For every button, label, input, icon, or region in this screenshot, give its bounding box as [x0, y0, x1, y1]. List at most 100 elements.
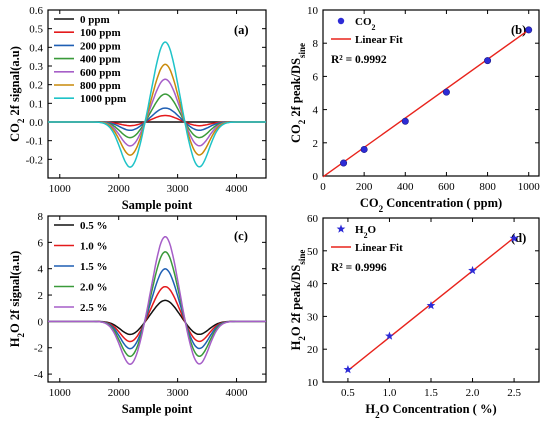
legend-label: 0.5 %	[80, 220, 108, 232]
x-tick-label: 3000	[167, 387, 190, 399]
data-point	[343, 364, 353, 374]
legend-label: 2.5 %	[80, 302, 108, 314]
legend-label: 0 ppm	[80, 14, 110, 26]
data-point	[525, 26, 533, 34]
panel-c: 1000 2000 3000 4000 -4 -2 0 2 4 6 8 Sample point H2O…	[8, 211, 267, 416]
x-tick-label: 4000	[226, 387, 249, 399]
y-tick-label: 60	[307, 213, 319, 225]
x-axis-label: Sample point	[122, 198, 193, 212]
series-line-5	[48, 236, 266, 365]
x-tick-label: 0.5	[341, 387, 355, 399]
legend-label: 400 ppm	[80, 54, 121, 66]
y-tick-label: 0.0	[29, 117, 43, 129]
y-tick-label: 0.5	[29, 24, 43, 36]
data-point	[468, 265, 477, 275]
legend-label: 1.0 %	[80, 241, 108, 253]
plot-frame	[47, 215, 267, 383]
y-tick-label: 0	[313, 171, 319, 183]
legend-label: 600 ppm	[80, 67, 121, 79]
y-tick-label: 6	[313, 71, 319, 83]
x-tick-label: 1.0	[383, 387, 397, 399]
panel-a: 1000 2000 3000 4000 -0.2 -0.1 0.0 0.1 0.2 0.3 0.4 0…	[8, 5, 267, 212]
x-tick-label: 800	[479, 181, 496, 193]
y-tick-label: 6	[38, 237, 44, 249]
series-line-2	[48, 114, 266, 127]
y-tick-label: 50	[307, 246, 319, 258]
plot-frame	[47, 9, 267, 179]
plot-frame	[322, 9, 540, 177]
y-tick-label: 30	[307, 311, 319, 323]
fit-line	[322, 29, 530, 178]
series-lines	[48, 41, 266, 168]
data-point	[401, 117, 409, 125]
plot-frame	[322, 217, 540, 383]
series-lines	[48, 236, 266, 365]
y-axis-label: CO2 2f signal(a.u)	[8, 46, 26, 142]
y-tick-label: 10	[307, 5, 319, 17]
y-tick-label: 10	[307, 377, 319, 389]
y-tick-label: 8	[313, 38, 319, 50]
legend-label: 100 ppm	[80, 27, 121, 39]
y-tick-label: 0.1	[29, 98, 43, 110]
y-axis-label: H2O 2f peak/DSsine	[289, 250, 307, 351]
legend-label: 200 ppm	[80, 40, 121, 52]
x-axis-label: H2O Concentration ( %)	[365, 402, 496, 420]
legend-label: Linear Fit	[355, 34, 403, 46]
x-axis-label: CO2 Concentration ( ppm)	[360, 196, 502, 214]
data-point	[442, 88, 450, 96]
series-line-2	[48, 285, 266, 343]
y-tick-label: -4	[34, 369, 44, 381]
y-tick-label: -0.1	[26, 136, 43, 148]
panel-label: (d)	[511, 231, 526, 245]
data-point	[426, 300, 436, 310]
legend-label: 2.0 %	[80, 282, 108, 294]
x-axis-label: Sample point	[122, 402, 193, 416]
y-tick-label: 40	[307, 279, 319, 291]
legend-label: 800 ppm	[80, 80, 121, 92]
series-line-7	[48, 41, 266, 168]
y-tick-label: 0.2	[29, 80, 43, 92]
y-tick-label: 0.4	[29, 42, 43, 54]
legend-label: Linear Fit	[355, 242, 403, 254]
panel-label: (c)	[234, 229, 248, 243]
data-point	[360, 145, 368, 153]
x-tick-label: 1000	[49, 183, 72, 195]
y-tick-label: 0.6	[29, 5, 43, 17]
series-line-3	[48, 107, 266, 132]
legend-marker	[337, 17, 345, 25]
y-tick-label: 2	[38, 290, 44, 302]
r-squared-label: R² = 0.9992	[331, 54, 387, 66]
panel-d: 0.5 1.0 1.5 2.0 2.5 10 20 30 40 50 60 H2O Concentra…	[289, 213, 540, 420]
r-squared-label: R² = 0.9996	[331, 262, 387, 274]
x-tick-label: 4000	[226, 183, 249, 195]
y-tick-label: 4	[38, 264, 44, 276]
y-tick-label: 0	[38, 316, 44, 328]
x-tick-label: 600	[438, 181, 455, 193]
y-tick-label: -2	[34, 343, 43, 355]
legend-label: H2O	[355, 224, 377, 240]
data-point	[484, 57, 492, 65]
legend-marker	[336, 224, 346, 233]
y-tick-label: 2	[313, 138, 319, 150]
y-tick-label: 20	[307, 344, 319, 356]
x-tick-label: 1000	[518, 181, 541, 193]
x-tick-label: 400	[397, 181, 414, 193]
y-tick-label: -0.2	[26, 154, 43, 166]
panel-label: (b)	[511, 23, 526, 37]
y-axis-label: H2O 2f signal(a.u)	[8, 251, 26, 348]
legend-label: CO2	[355, 16, 376, 32]
x-tick-label: 2000	[108, 387, 131, 399]
y-tick-label: 0.3	[29, 61, 43, 73]
data-point	[509, 233, 519, 243]
x-tick-label: 200	[356, 181, 373, 193]
y-axis-label: CO2 2f peak/DSsine	[289, 43, 307, 143]
data-point	[385, 331, 394, 340]
x-tick-label: 0	[320, 181, 326, 193]
panel-label: (a)	[234, 23, 249, 37]
x-tick-label: 2.0	[466, 387, 480, 399]
y-tick-label: 8	[38, 211, 44, 223]
x-tick-label: 3000	[167, 183, 190, 195]
x-tick-label: 2.5	[507, 387, 521, 399]
x-tick-label: 2000	[108, 183, 131, 195]
